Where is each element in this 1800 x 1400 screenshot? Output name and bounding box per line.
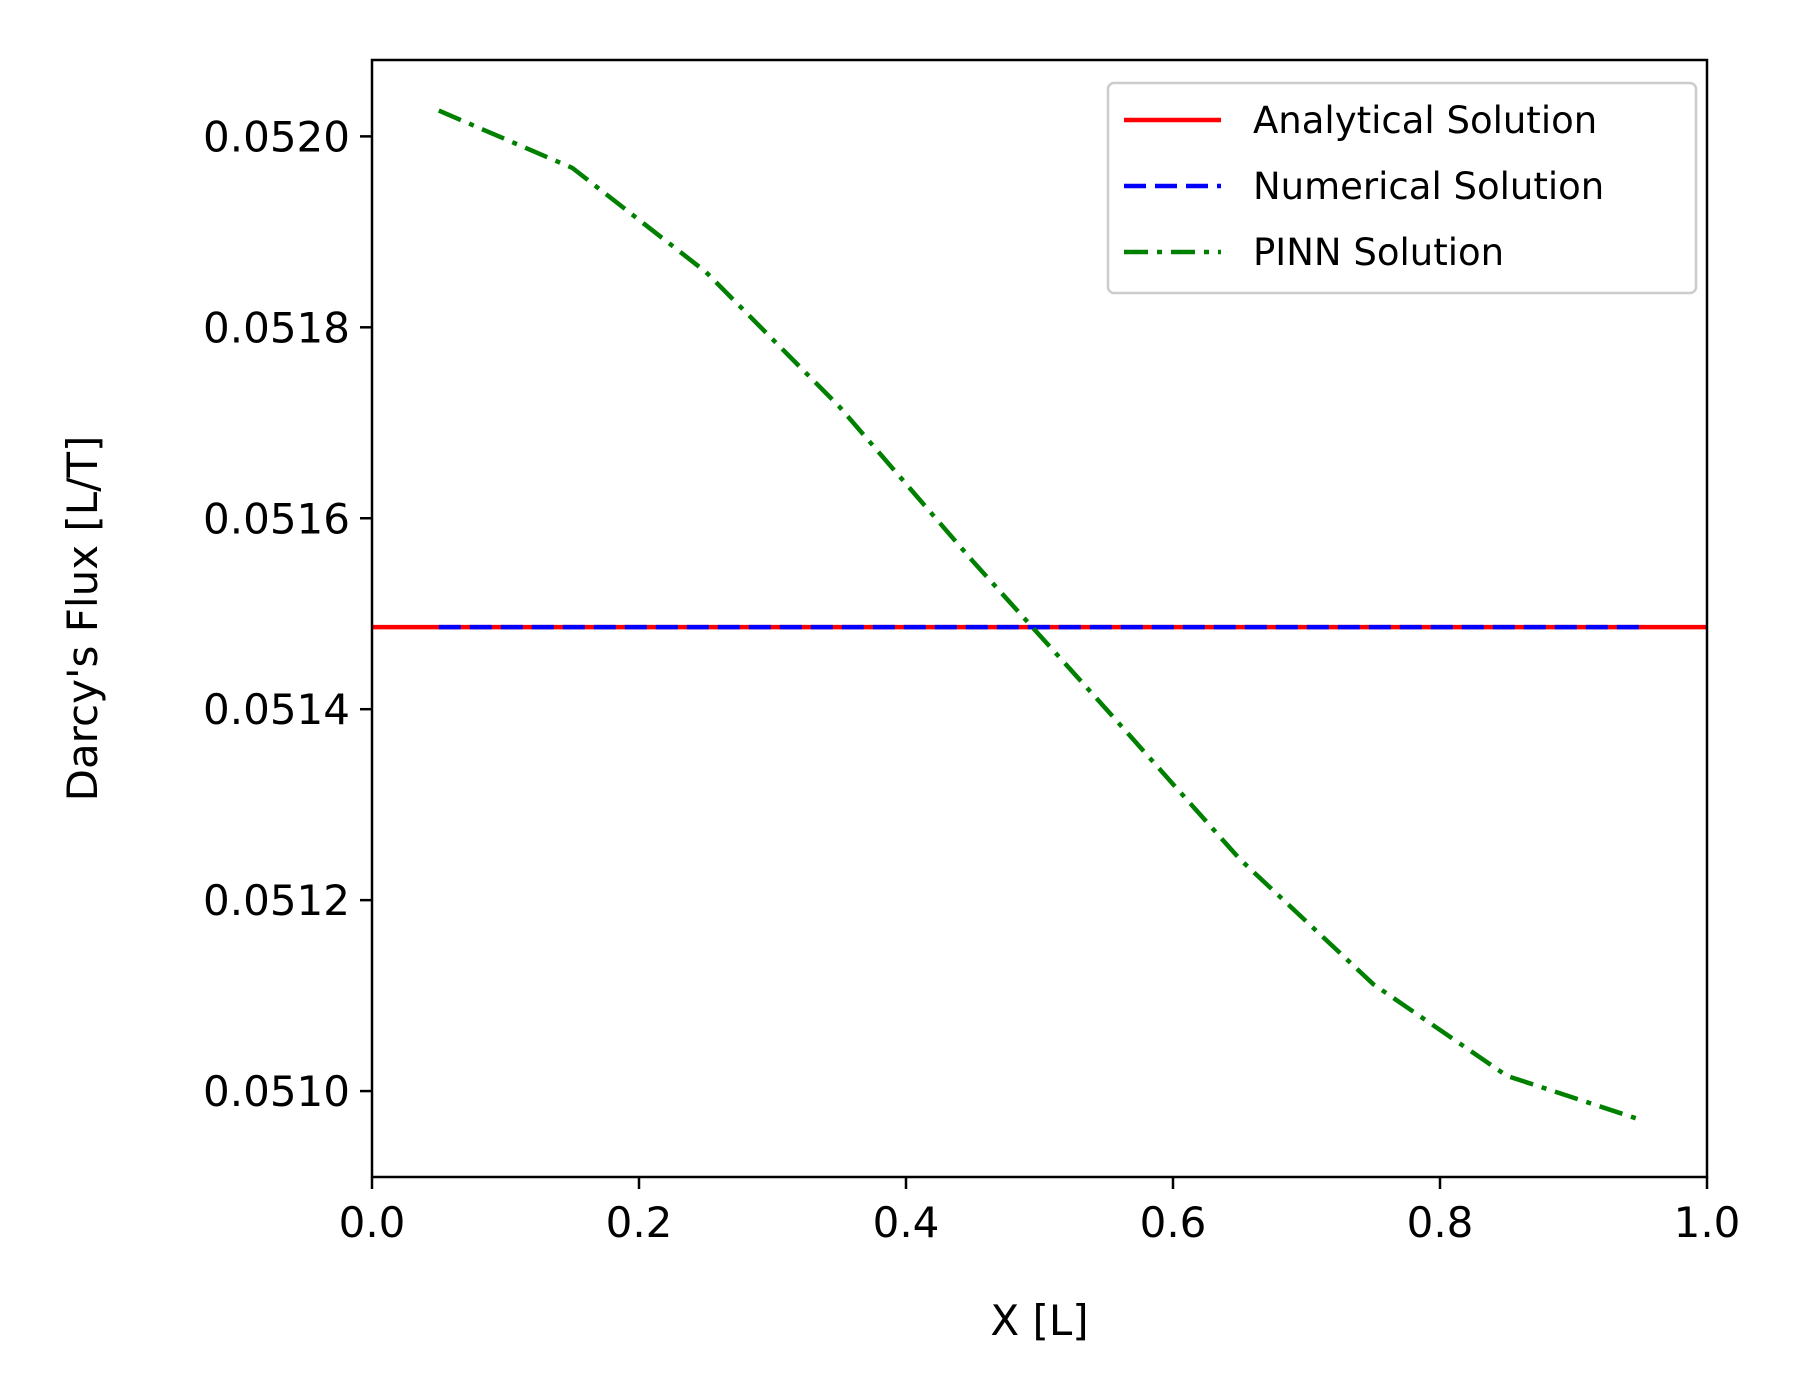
y-tick-label: 0.0514 xyxy=(203,685,350,734)
y-tick-label: 0.0520 xyxy=(203,112,350,161)
legend-label: Numerical Solution xyxy=(1253,165,1604,208)
x-tick-label: 0.8 xyxy=(1407,1198,1474,1247)
x-tick-label: 0.6 xyxy=(1140,1198,1207,1247)
x-tick-label: 0.2 xyxy=(606,1198,673,1247)
legend-label: Analytical Solution xyxy=(1253,99,1597,142)
x-axis-label: X [L] xyxy=(990,1296,1088,1345)
y-tick-label: 0.0510 xyxy=(203,1067,350,1116)
plot-frame xyxy=(370,58,1709,1179)
series-line-3 xyxy=(437,108,1642,1122)
y-axis-label: Darcy's Flux [L/T] xyxy=(58,436,107,802)
x-tick-label: 0.0 xyxy=(339,1198,406,1247)
x-axis: 0.0 0.2 0.4 0.6 0.8 1.0 xyxy=(339,1177,1741,1247)
x-tick-label: 1.0 xyxy=(1674,1198,1741,1247)
y-tick-label: 0.0518 xyxy=(203,303,350,352)
y-axis: 0.0510 0.0512 0.0514 0.0516 0.0518 0.0520 xyxy=(203,112,372,1116)
legend-label: PINN Solution xyxy=(1253,231,1504,274)
series-layer xyxy=(372,108,1707,1122)
y-tick-label: 0.0512 xyxy=(203,876,350,925)
x-tick-label: 0.4 xyxy=(873,1198,940,1247)
legend: Analytical Solution Numerical Solution PIN… xyxy=(1106,81,1698,295)
legend-box xyxy=(1106,81,1698,295)
y-tick-label: 0.0516 xyxy=(203,494,350,543)
